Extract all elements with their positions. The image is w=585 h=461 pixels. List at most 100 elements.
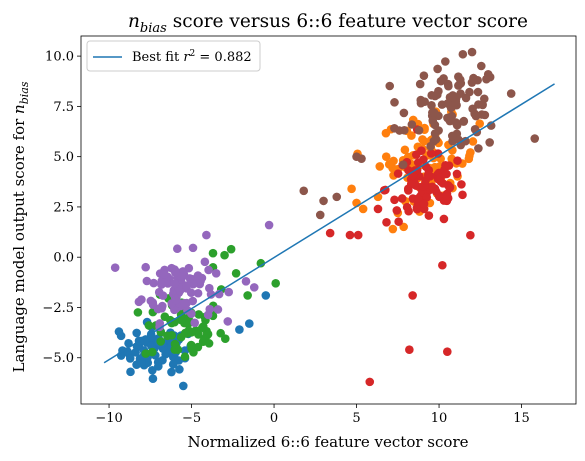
scatter-point xyxy=(141,262,150,272)
scatter-point xyxy=(375,162,385,171)
scatter-point xyxy=(125,354,135,363)
scatter-point xyxy=(388,224,398,234)
scatter-point xyxy=(473,87,483,97)
scatter-point xyxy=(426,141,435,151)
scatter-point xyxy=(157,280,166,289)
scatter-point xyxy=(216,328,225,338)
scatter-point xyxy=(395,126,404,135)
scatter-point xyxy=(261,291,271,300)
scatter-point xyxy=(194,310,204,319)
scatter-point xyxy=(403,184,413,194)
scatter-point xyxy=(173,345,183,354)
scatter-point xyxy=(467,47,477,57)
scatter-point xyxy=(459,117,468,126)
y-axis-ticks: −5.0 −2.5 0.0 2.5 5.0 7.5 10.0 xyxy=(42,50,81,366)
scatter-point xyxy=(454,72,463,82)
scatter-point xyxy=(381,128,391,138)
scatter-point xyxy=(506,89,516,98)
scatter-point xyxy=(249,283,259,292)
scatter-point xyxy=(299,186,309,196)
scatter-point xyxy=(186,340,196,350)
scatter-point xyxy=(438,260,447,270)
scatter-point xyxy=(453,156,462,165)
scatter-point xyxy=(180,352,190,362)
scatter-point xyxy=(444,161,454,170)
chart-title-subscript: bias xyxy=(140,21,167,36)
scatter-point xyxy=(142,276,152,286)
scatter-point xyxy=(211,269,221,278)
scatter-point xyxy=(476,61,486,71)
scatter-point xyxy=(241,277,251,286)
legend-box xyxy=(86,40,261,72)
scatter-point xyxy=(414,126,424,135)
scatter-point xyxy=(433,64,442,74)
scatter-point xyxy=(426,149,436,158)
scatter-point xyxy=(436,76,446,86)
scatter-point xyxy=(144,321,154,330)
scatter-point xyxy=(474,144,483,153)
y-axis-label-subscript: bias xyxy=(18,81,31,104)
scatter-point xyxy=(131,348,140,357)
scatter-point xyxy=(213,305,223,314)
scatter-point xyxy=(126,367,135,377)
scatter-point xyxy=(193,271,203,280)
scatter-point xyxy=(458,190,467,200)
chart-title-rest: score versus 6::6 feature vector score xyxy=(167,11,528,32)
scatter-point xyxy=(154,362,163,371)
scatter-point xyxy=(418,135,427,144)
scatter-point xyxy=(454,81,463,90)
x-tick-label: 10 xyxy=(431,411,448,426)
chart-title-math: n xyxy=(128,11,140,32)
scatter-point xyxy=(110,263,120,272)
scatter-point xyxy=(422,192,432,202)
scatter-point xyxy=(365,377,375,387)
scatter-point xyxy=(397,194,407,203)
scatter-point xyxy=(420,97,429,106)
x-tick-label: 0 xyxy=(270,411,278,426)
y-tick-label: 10.0 xyxy=(45,50,74,65)
scatter-point xyxy=(214,289,224,299)
scatter-point xyxy=(167,318,177,328)
scatter-point xyxy=(419,71,429,80)
scatter-point xyxy=(114,327,124,336)
scatter-point xyxy=(200,257,210,267)
scatter-point xyxy=(345,230,355,240)
scatter-point xyxy=(475,119,485,128)
scatter-point xyxy=(430,91,440,101)
scatter-point xyxy=(264,220,274,230)
scatter-point xyxy=(424,211,434,220)
x-tick-label: 5 xyxy=(352,411,360,426)
scatter-point xyxy=(202,230,211,240)
scatter-point xyxy=(434,190,444,200)
scatter-point xyxy=(530,134,540,143)
scatter-point xyxy=(208,248,218,258)
scatter-point xyxy=(385,81,395,91)
scatter-point xyxy=(419,199,429,209)
x-tick-label: 15 xyxy=(513,411,530,426)
scatter-point xyxy=(373,204,383,214)
scatter-point xyxy=(478,100,487,110)
scatter-point xyxy=(392,206,402,215)
scatter-point xyxy=(466,230,475,240)
x-axis-ticks: −10 −5 0 5 10 15 xyxy=(95,404,530,426)
scatter-point xyxy=(461,136,470,146)
scatter-point xyxy=(147,347,157,357)
scatter-point xyxy=(271,279,281,288)
chart-title: nbias score versus 6::6 feature vector s… xyxy=(128,11,528,36)
scatter-point xyxy=(353,230,363,240)
scatter-point xyxy=(204,265,213,275)
scatter-point xyxy=(223,317,233,326)
scatter-point xyxy=(235,325,244,334)
scatter-point xyxy=(399,108,409,118)
scatter-point xyxy=(160,270,169,279)
scatter-point xyxy=(441,57,450,66)
scatter-point xyxy=(158,291,168,300)
y-tick-label: 2.5 xyxy=(53,200,74,215)
scatter-point xyxy=(485,138,494,147)
scatter-point xyxy=(408,171,418,180)
y-axis-label: Language model output score for nbias xyxy=(10,81,31,372)
scatter-point xyxy=(358,204,368,214)
plot-frame xyxy=(80,35,577,405)
scatter-point xyxy=(465,151,474,161)
scatter-point xyxy=(187,309,196,318)
